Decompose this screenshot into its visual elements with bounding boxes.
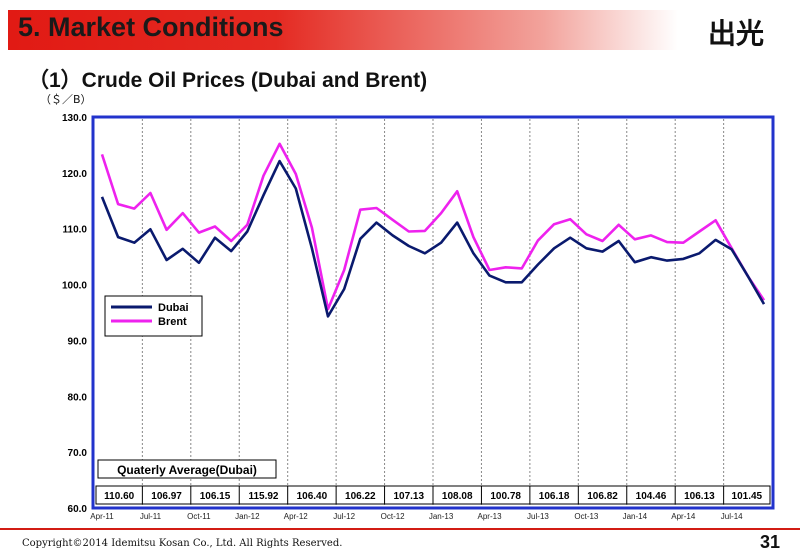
x-tick-label: Jul-14 <box>721 512 743 521</box>
x-tick-label: Jan-14 <box>623 512 648 521</box>
legend-box <box>104 295 203 337</box>
company-logo: 出光 <box>708 17 765 50</box>
quarterly-average-value: 106.97 <box>151 491 182 502</box>
y-tick-label: 120.0 <box>62 169 87 180</box>
series-lines <box>100 142 766 318</box>
series-line-brent <box>100 142 766 311</box>
quarterly-average-title: Quaterly Average(Dubai) <box>117 463 257 477</box>
x-tick-label: Apr-12 <box>284 512 309 521</box>
grid-lines <box>141 119 725 506</box>
quarterly-average-value: 106.15 <box>200 491 231 502</box>
x-tick-label: Oct-12 <box>381 512 406 521</box>
quarterly-average-value: 107.13 <box>393 491 424 502</box>
x-tick-label: Apr-14 <box>671 512 696 521</box>
x-tick-label: Jul-12 <box>333 512 355 521</box>
quarterly-average-value: 106.18 <box>539 491 570 502</box>
y-tick-label: 80.0 <box>68 392 88 403</box>
x-tick-label: Jan-13 <box>429 512 454 521</box>
page-title: 5. Market Conditions <box>18 12 284 42</box>
y-tick-label: 110.0 <box>63 225 88 236</box>
quarterly-average-value: 101.45 <box>732 491 763 502</box>
y-axis-ticks: 60.0 70.0 80.0 90.0 100.0 110.0 120.0 130.0 <box>62 113 87 515</box>
quarterly-average-value: 106.13 <box>684 491 715 502</box>
quarterly-average-value: 115.92 <box>248 491 278 502</box>
x-tick-label: Jul-13 <box>527 512 549 521</box>
y-tick-label: 130.0 <box>62 113 87 124</box>
legend-label-dubai: Dubai <box>158 302 189 314</box>
chart-subtitle: （1）Crude Oil Prices (Dubai and Brent) <box>28 69 428 92</box>
crude-oil-price-chart: 60.0 70.0 80.0 90.0 100.0 110.0 120.0 130.0 Apr… <box>62 113 775 521</box>
quarterly-average-value: 106.40 <box>297 491 328 502</box>
quarterly-average-values: 110.60 106.97 106.15 115.92 106.40 106.22 107.… <box>95 485 771 505</box>
quarterly-average-annotation: Quaterly Average(Dubai) 110.60 106.97 106.… <box>95 459 771 505</box>
legend-label-brent: Brent <box>158 316 187 328</box>
y-tick-label: 60.0 <box>68 504 88 515</box>
page-number: 31 <box>760 532 781 552</box>
title-bar <box>8 10 678 50</box>
y-axis-unit: （＄／B） <box>40 93 92 106</box>
x-tick-label: Oct-13 <box>574 512 599 521</box>
footer-divider <box>0 528 800 530</box>
quarterly-average-title-box <box>97 459 277 479</box>
x-tick-label: Apr-11 <box>90 512 114 521</box>
legend: Dubai Brent <box>104 295 203 337</box>
quarterly-average-value: 110.60 <box>104 491 134 502</box>
x-tick-label: Jul-11 <box>140 512 162 521</box>
x-axis-ticks: Apr-11 Jul-11 Oct-11 Jan-12 Apr-12 Jul-12 Oct-… <box>90 512 743 521</box>
quarterly-average-value: 104.46 <box>636 491 667 502</box>
y-tick-label: 100.0 <box>62 281 87 292</box>
x-tick-label: Apr-13 <box>478 512 503 521</box>
quarterly-average-value: 108.08 <box>442 491 473 502</box>
copyright-text: Copyright©2014 Idemitsu Kosan Co., Ltd. … <box>22 538 343 549</box>
series-line-dubai <box>100 159 766 318</box>
y-tick-label: 70.0 <box>68 448 88 459</box>
quarterly-average-value: 106.82 <box>587 491 618 502</box>
quarterly-average-value: 106.22 <box>345 491 376 502</box>
x-tick-label: Jan-12 <box>235 512 260 521</box>
quarterly-average-value: 100.78 <box>490 491 521 502</box>
x-tick-label: Oct-11 <box>187 512 211 521</box>
y-tick-label: 90.0 <box>68 336 88 347</box>
